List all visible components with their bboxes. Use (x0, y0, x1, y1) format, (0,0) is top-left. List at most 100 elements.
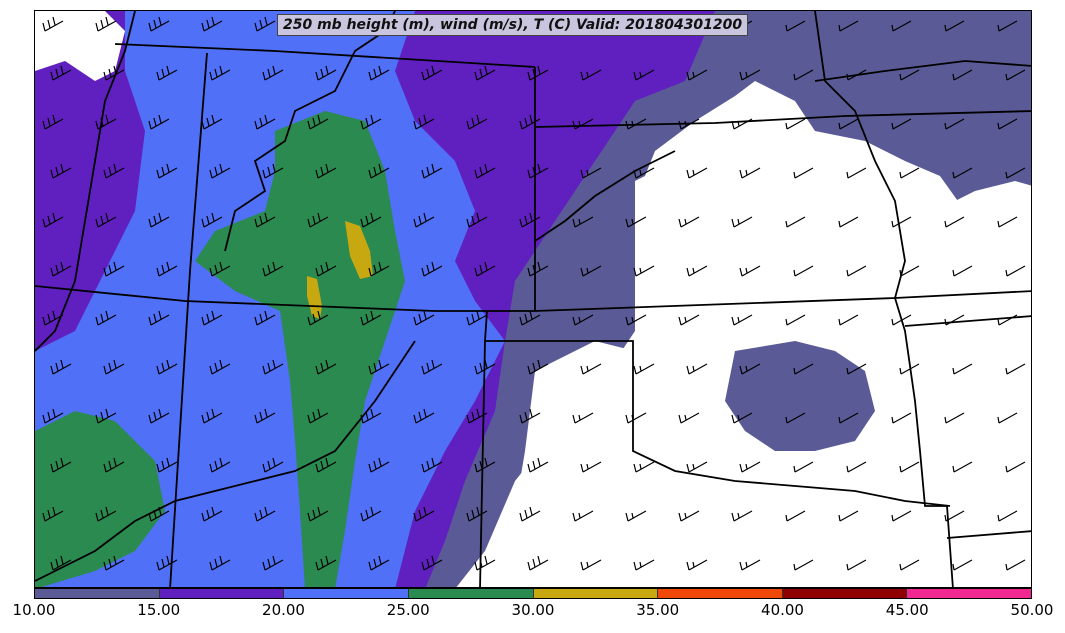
boundary-line (534, 110, 1031, 128)
wind-barb (103, 555, 125, 571)
colorbar-tick-label: 10.00 (12, 601, 56, 619)
wind-barb (474, 555, 496, 571)
wind-barb (201, 212, 223, 228)
band-below-10-northeast (935, 181, 1031, 271)
wind-barb (466, 408, 488, 424)
wind-barb (944, 314, 965, 326)
colorbar-tick-label: 35.00 (636, 601, 680, 619)
wind-barb (95, 16, 117, 32)
map-title: 250 mb height (m), wind (m/s), T (C) Val… (277, 14, 749, 36)
wind-barb (1005, 265, 1026, 277)
wind-barb (527, 457, 549, 473)
wind-barb (148, 310, 170, 326)
wind-barb (421, 261, 443, 277)
wind-barb (793, 167, 814, 179)
wind-speed-map (34, 10, 1032, 588)
wind-barb (580, 69, 602, 81)
wind-barb (466, 114, 488, 130)
wind-barb (148, 506, 170, 522)
wind-barb (148, 16, 170, 32)
wind-barb (891, 412, 912, 424)
wind-barb (793, 559, 814, 571)
wind-barb (846, 69, 867, 81)
wind-barb (466, 212, 488, 228)
wind-barb (368, 65, 390, 81)
wind-barb (421, 555, 443, 571)
boundary-line (114, 43, 536, 68)
wind-barb (519, 212, 541, 228)
wind-barb (731, 216, 753, 228)
wind-barb (50, 457, 72, 473)
wind-barb (944, 20, 965, 32)
wind-barb (360, 506, 382, 522)
wind-barb (580, 461, 602, 473)
wind-barb (95, 408, 117, 424)
wind-barb (156, 457, 178, 473)
wind-barb (785, 216, 806, 228)
wind-barb (209, 457, 231, 473)
wind-barb (731, 118, 753, 130)
band-30-35-streak-2 (307, 276, 322, 319)
wind-barb (997, 216, 1018, 228)
wind-barb (678, 510, 700, 522)
wind-barb (50, 261, 72, 277)
wind-barb (42, 310, 64, 326)
wind-barb (944, 118, 965, 130)
wind-barb (466, 506, 488, 522)
wind-speed-shading (35, 11, 1031, 587)
wind-barb (686, 265, 708, 277)
wind-barb (360, 114, 382, 130)
wind-barb (899, 167, 920, 179)
wind-barb (368, 261, 390, 277)
wind-barb (156, 163, 178, 179)
wind-barb (368, 555, 390, 571)
wind-barb (413, 506, 435, 522)
wind-barb (421, 163, 443, 179)
wind-barb (148, 212, 170, 228)
wind-barb (572, 216, 594, 228)
wind-barb (572, 510, 594, 522)
wind-barb (891, 118, 912, 130)
wind-barb (42, 408, 64, 424)
wind-barb (95, 310, 117, 326)
boundary-line (814, 60, 1031, 82)
wind-barb (580, 363, 602, 375)
wind-barb (686, 69, 708, 81)
wind-barb (254, 114, 276, 130)
band-25-30-southwest (35, 411, 165, 587)
wind-barb (846, 363, 867, 375)
wind-barb (944, 412, 965, 424)
wind-barb (739, 167, 761, 179)
colorbar-segment (35, 589, 160, 598)
wind-barb (95, 114, 117, 130)
wind-barb (201, 408, 223, 424)
wind-barb (846, 167, 867, 179)
wind-barb (201, 16, 223, 32)
wind-barb (1005, 559, 1026, 571)
wind-barb (413, 114, 435, 130)
wind-barb (474, 457, 496, 473)
wind-barb (474, 65, 496, 81)
wind-barb (678, 118, 700, 130)
wind-barb (891, 510, 912, 522)
wind-barb (254, 212, 276, 228)
wind-barb (838, 118, 859, 130)
wind-barb (519, 408, 541, 424)
map-canvas (35, 11, 1031, 587)
wind-barb (148, 408, 170, 424)
wind-barb (952, 265, 973, 277)
wind-barb (262, 555, 284, 571)
colorbar-segment (159, 589, 285, 598)
wind-barb (95, 212, 117, 228)
wind-barb (1005, 461, 1026, 473)
wind-barb (739, 69, 761, 81)
wind-barb (262, 359, 284, 375)
boundary-line (814, 11, 906, 299)
wind-barb (262, 163, 284, 179)
wind-barb (519, 310, 541, 326)
wind-barb (103, 65, 125, 81)
wind-barb (527, 555, 549, 571)
wind-barb (209, 163, 231, 179)
wind-barb (42, 506, 64, 522)
colorbar (34, 588, 1032, 599)
